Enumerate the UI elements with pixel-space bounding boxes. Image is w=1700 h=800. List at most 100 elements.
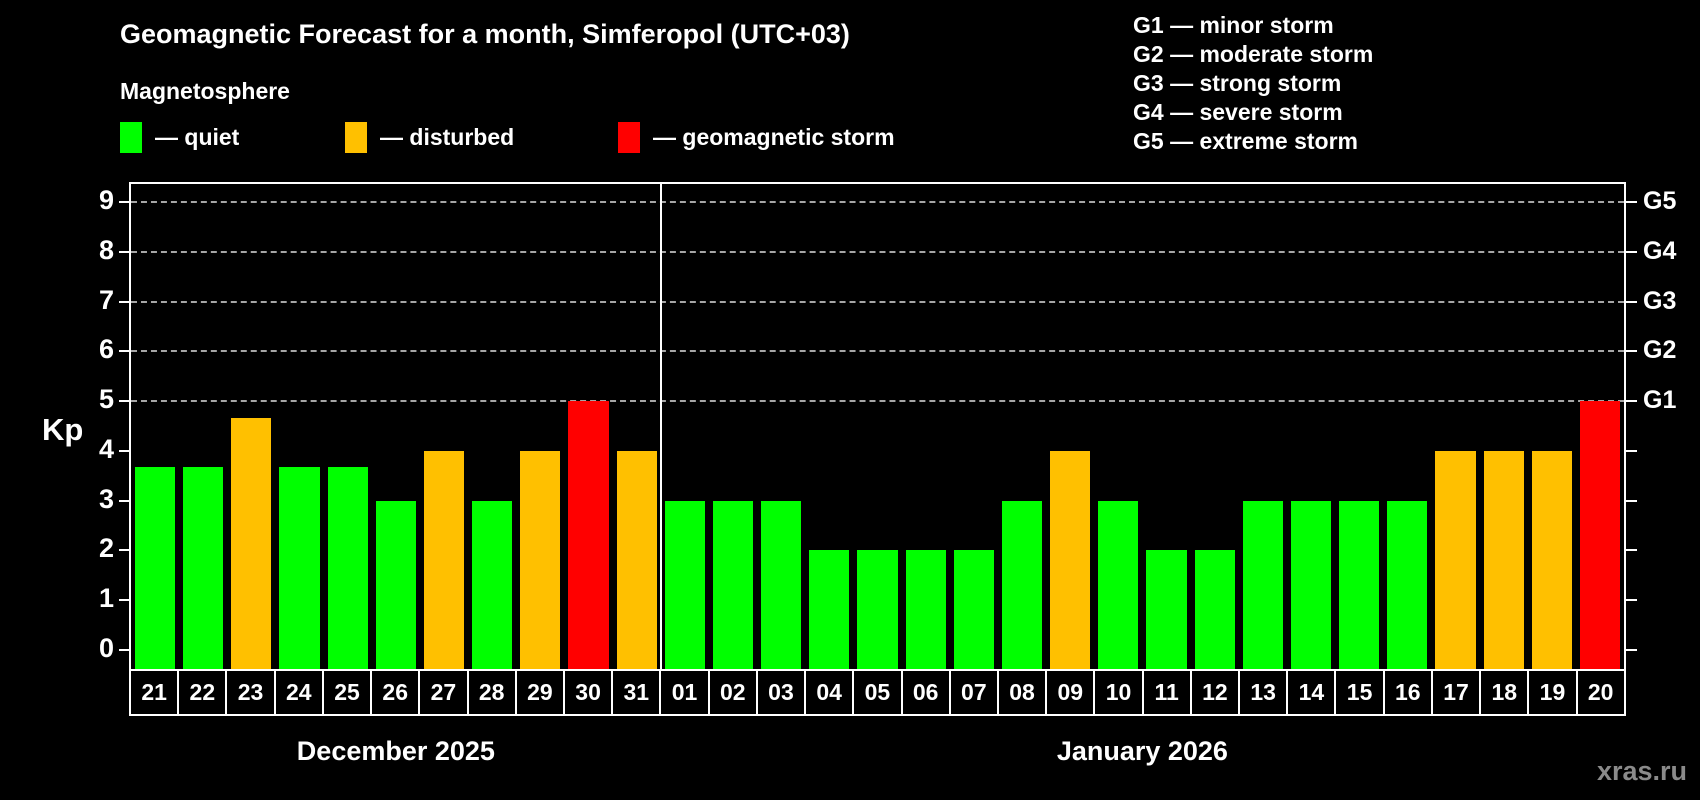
day-label-18: 18 bbox=[1479, 671, 1527, 714]
kp-bar-january-14 bbox=[1290, 500, 1332, 669]
day-label-23: 23 bbox=[225, 671, 273, 714]
kp-bar-december-21 bbox=[135, 467, 176, 669]
day-label-24: 24 bbox=[273, 671, 322, 714]
g-legend-line-2: G2 — moderate storm bbox=[1133, 41, 1374, 67]
day-label-27: 27 bbox=[418, 671, 466, 714]
legend-item-quiet: — quiet bbox=[120, 121, 239, 153]
kp-bar-december-29 bbox=[520, 450, 561, 669]
g-scale-label-G3: G3 bbox=[1643, 286, 1677, 315]
g-scale-label-G2: G2 bbox=[1643, 336, 1677, 365]
plot-area bbox=[129, 182, 1626, 671]
y-axis-label-5: 5 bbox=[98, 384, 114, 415]
kp-bar-december-28 bbox=[472, 500, 513, 669]
day-label-09: 09 bbox=[1045, 671, 1093, 714]
y-axis-tick-right-0 bbox=[1626, 649, 1637, 651]
y-axis-label-3: 3 bbox=[98, 483, 114, 514]
kp-bar-january-04 bbox=[809, 550, 850, 669]
y-axis-tick-left-3 bbox=[119, 499, 130, 502]
month-label-december: December 2025 bbox=[296, 736, 495, 766]
day-label-22: 22 bbox=[177, 671, 225, 714]
day-label-17: 17 bbox=[1430, 671, 1479, 714]
y-axis-tick-left-2 bbox=[119, 549, 130, 552]
legend-label-disturbed: — disturbed bbox=[380, 123, 515, 150]
kp-bar-january-15 bbox=[1339, 500, 1380, 669]
day-label-01: 01 bbox=[659, 671, 707, 714]
kp-bar-december-30 bbox=[568, 401, 609, 669]
y-axis-tick-left-8 bbox=[119, 250, 130, 253]
y-axis-label-2: 2 bbox=[98, 533, 114, 564]
day-label-19: 19 bbox=[1527, 671, 1575, 714]
day-label-21: 21 bbox=[141, 679, 167, 705]
y-axis-tick-right-4 bbox=[1626, 449, 1637, 452]
g-legend-line-5: G5 — extreme storm bbox=[1133, 128, 1358, 154]
kp-bar-december-25 bbox=[327, 467, 368, 669]
day-label-20: 20 bbox=[1575, 671, 1624, 714]
kp-bar-january-13 bbox=[1242, 500, 1283, 669]
gridline-kp-9 bbox=[131, 200, 1624, 203]
month-label-january: January 2026 bbox=[1056, 736, 1228, 766]
day-label-05: 05 bbox=[852, 671, 900, 714]
day-label-16: 16 bbox=[1382, 671, 1431, 714]
storm-color-swatch bbox=[618, 121, 640, 153]
kp-bar-january-07 bbox=[953, 550, 994, 669]
watermark: xras.ru bbox=[1596, 756, 1687, 786]
kp-bar-january-16 bbox=[1387, 500, 1428, 669]
page-title: Geomagnetic Forecast for a month, Simfer… bbox=[120, 19, 850, 49]
y-axis-tick-right-9 bbox=[1626, 200, 1637, 203]
y-axis-label-6: 6 bbox=[98, 334, 114, 365]
day-label-07: 07 bbox=[948, 671, 997, 714]
kp-bar-january-10 bbox=[1098, 500, 1139, 669]
y-axis-tick-right-3 bbox=[1626, 499, 1637, 502]
day-label-31: 31 bbox=[611, 671, 659, 714]
day-label-08: 08 bbox=[996, 671, 1045, 714]
kp-bar-december-23 bbox=[231, 417, 272, 669]
kp-bar-january-05 bbox=[857, 550, 898, 669]
day-label-06: 06 bbox=[900, 671, 949, 714]
kp-bar-december-24 bbox=[279, 467, 320, 669]
kp-bar-january-19 bbox=[1531, 450, 1572, 669]
kp-bar-january-18 bbox=[1483, 450, 1524, 669]
y-axis-tick-right-1 bbox=[1626, 599, 1637, 602]
day-label-12: 12 bbox=[1189, 671, 1238, 714]
g-scale-legend: G1 — minor storm G2 — moderate storm G3 — … bbox=[1133, 11, 1373, 156]
chart-subtitle: Magnetosphere bbox=[120, 78, 290, 104]
day-label-03: 03 bbox=[755, 671, 804, 714]
day-label-04: 04 bbox=[804, 671, 852, 714]
g-scale-label-G4: G4 bbox=[1643, 236, 1677, 265]
kp-bar-january-12 bbox=[1194, 550, 1235, 669]
kp-bar-january-20 bbox=[1579, 401, 1620, 669]
gridline-kp-6 bbox=[131, 350, 1624, 353]
g-legend-line-1: G1 — minor storm bbox=[1133, 12, 1334, 38]
legend-item-storm: — geomagnetic storm bbox=[618, 121, 895, 153]
legend-label-quiet: — quiet bbox=[155, 123, 240, 150]
legend-label-storm: — geomagnetic storm bbox=[653, 123, 895, 150]
y-axis-tick-left-5 bbox=[119, 400, 130, 403]
y-axis-label-8: 8 bbox=[98, 234, 114, 265]
y-axis-tick-right-2 bbox=[1626, 549, 1637, 552]
y-axis-tick-left-7 bbox=[119, 300, 130, 303]
kp-bar-december-31 bbox=[616, 450, 657, 669]
month-separator-line bbox=[659, 184, 662, 669]
day-label-13: 13 bbox=[1238, 671, 1286, 714]
day-label-30: 30 bbox=[562, 671, 611, 714]
gridline-kp-7 bbox=[131, 300, 1624, 303]
day-label-28: 28 bbox=[466, 671, 515, 714]
y-axis-tick-left-6 bbox=[119, 350, 130, 353]
kp-bar-january-09 bbox=[1050, 450, 1091, 669]
g-scale-label-G5: G5 bbox=[1643, 186, 1677, 215]
y-axis-tick-left-1 bbox=[119, 599, 130, 602]
day-label-10: 10 bbox=[1093, 671, 1141, 714]
quiet-color-swatch bbox=[120, 121, 142, 153]
day-label-02: 02 bbox=[707, 671, 756, 714]
kp-bar-december-22 bbox=[183, 467, 224, 669]
gridline-kp-8 bbox=[131, 250, 1624, 253]
gridline-kp-5 bbox=[131, 400, 1624, 403]
y-axis-tick-right-5 bbox=[1626, 400, 1637, 403]
day-label-29: 29 bbox=[514, 671, 563, 714]
day-label-11: 11 bbox=[1141, 671, 1190, 714]
day-label-25: 25 bbox=[321, 671, 370, 714]
legend-item-disturbed: — disturbed bbox=[345, 121, 514, 153]
y-axis-label-1: 1 bbox=[98, 583, 114, 614]
y-axis-tick-right-6 bbox=[1626, 350, 1637, 353]
